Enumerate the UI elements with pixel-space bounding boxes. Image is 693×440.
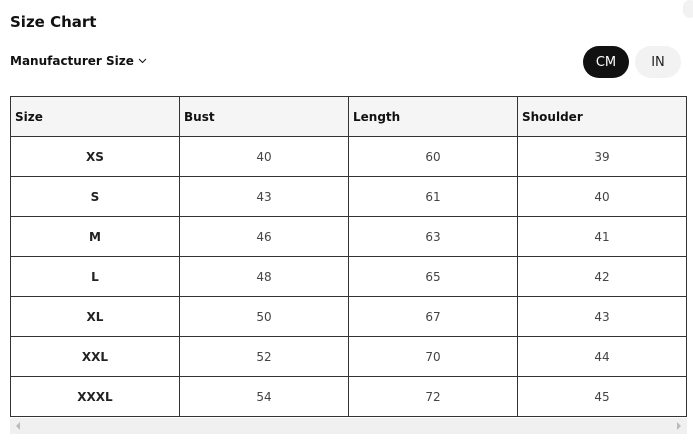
measurement-cell: 65 [348, 256, 518, 297]
measurement-cell: 67 [348, 296, 518, 337]
table-header-row: Size Bust Length Shoulder [10, 96, 687, 137]
size-cell: L [10, 256, 180, 297]
measurement-cell: 48 [179, 256, 349, 297]
horizontal-scrollbar[interactable] [10, 418, 687, 434]
measurement-cell: 63 [348, 216, 518, 257]
unit-cm-button[interactable]: CM [583, 46, 629, 78]
table-row: M 46 63 41 [10, 216, 687, 257]
size-cell: S [10, 176, 180, 217]
table-row: XL 50 67 43 [10, 296, 687, 337]
chevron-down-icon [138, 58, 147, 64]
header-cell: Length [348, 96, 518, 137]
measurement-cell: 44 [517, 336, 687, 377]
measurement-cell: 40 [517, 176, 687, 217]
measurement-cell: 43 [517, 296, 687, 337]
scroll-left-icon[interactable] [16, 422, 20, 430]
size-cell: XS [10, 136, 180, 177]
measurement-cell: 46 [179, 216, 349, 257]
measurement-cell: 39 [517, 136, 687, 177]
table-row: XXL 52 70 44 [10, 336, 687, 377]
measurement-cell: 54 [179, 376, 349, 417]
corner-button[interactable] [683, 0, 693, 18]
measurement-cell: 43 [179, 176, 349, 217]
measurement-cell: 45 [517, 376, 687, 417]
table-row: XXXL 54 72 45 [10, 376, 687, 417]
manufacturer-size-dropdown[interactable]: Manufacturer Size [10, 54, 147, 68]
size-cell: XXXL [10, 376, 180, 417]
measurement-cell: 70 [348, 336, 518, 377]
scroll-right-icon[interactable] [677, 422, 681, 430]
header-cell: Shoulder [517, 96, 687, 137]
measurement-cell: 50 [179, 296, 349, 337]
measurement-cell: 61 [348, 176, 518, 217]
unit-in-button[interactable]: IN [635, 46, 681, 78]
measurement-cell: 40 [179, 136, 349, 177]
header-cell: Bust [179, 96, 349, 137]
size-cell: XXL [10, 336, 180, 377]
size-cell: M [10, 216, 180, 257]
measurement-cell: 72 [348, 376, 518, 417]
page-title: Size Chart [10, 13, 97, 31]
measurement-cell: 60 [348, 136, 518, 177]
size-cell: XL [10, 296, 180, 337]
measurement-cell: 42 [517, 256, 687, 297]
table-row: XS 40 60 39 [10, 136, 687, 177]
size-table: Size Bust Length Shoulder XS 40 60 39 S 43 61 4… [10, 96, 687, 417]
measurement-cell: 41 [517, 216, 687, 257]
table-row: S 43 61 40 [10, 176, 687, 217]
header-cell: Size [10, 96, 180, 137]
measurement-cell: 52 [179, 336, 349, 377]
dropdown-label: Manufacturer Size [10, 54, 134, 68]
table-row: L 48 65 42 [10, 256, 687, 297]
